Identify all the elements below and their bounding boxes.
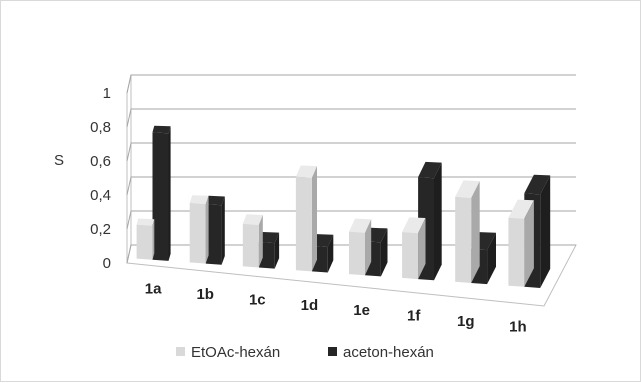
bar-aceton-side [221,196,225,265]
bar-aceton-top [311,234,334,247]
y-tick-label: 1 [103,85,111,102]
x-tick-labels: 1a 1b 1c 1d 1e 1f 1g 1h [145,281,527,336]
bars [136,125,551,288]
x-tick-label: 1b [196,286,214,303]
bar-etoac-top [508,199,534,219]
bar-etoac-front [136,224,153,260]
legend: EtOAc-hexán aceton-hexán [176,344,434,361]
x-tick-label: 1d [301,297,319,314]
bar-aceton-side [380,228,388,277]
bar-etoac-front [189,202,206,264]
legend-swatch-etoac [176,347,185,356]
x-tick-label: 1a [145,281,162,298]
bar-etoac-front [402,232,419,280]
bar-aceton-side [434,162,442,281]
bar-etoac-front [295,176,312,272]
bar-etoac-front [455,196,472,283]
gridline [126,108,576,128]
bar-aceton-side [327,234,334,273]
bar-etoac-front [349,231,365,276]
bar-etoac-top [455,180,480,198]
bar-etoac-top [349,218,372,233]
bar-etoac-1a [136,218,155,260]
y-tick-label: 0,2 [90,221,111,238]
bar-etoac-side [152,219,155,260]
bar-aceton-side [487,232,496,285]
bar-etoac-top [242,214,263,225]
gridline [126,142,576,162]
legend-label-aceton: aceton-hexán [343,344,434,361]
bar-aceton-top [418,161,442,179]
bar-etoac-side [205,195,209,264]
bar-etoac-side [471,181,480,283]
x-tick-label: 1c [249,291,266,308]
bar-etoac-side [524,200,534,287]
x-tick-label: 1g [457,313,475,330]
y-tick-labels: 0 0,2 0,4 0,6 0,8 1 [90,85,111,272]
bar-etoac-1f [402,217,426,280]
legend-swatch-aceton [328,347,337,356]
bar-etoac-front [508,217,525,287]
bar-aceton-top [524,174,551,195]
bar-etoac-1h [508,199,534,287]
y-tick-label: 0,4 [90,187,111,204]
bar-etoac-1g [455,180,480,283]
bar-aceton-front [205,204,222,265]
x-tick-label: 1h [509,318,527,335]
bar-aceton-top [258,232,280,244]
gridline [126,74,576,94]
bar-aceton-1b [205,195,225,265]
bar-aceton-front [152,132,169,261]
bar-etoac-front [242,223,259,268]
bar-aceton-1a [152,125,171,261]
x-tick-label: 1e [353,302,370,319]
bar-etoac-top [295,165,317,178]
bar-etoac-side [365,219,372,276]
bar-etoac-top [136,218,155,226]
bar-aceton-top [152,125,171,134]
bar-etoac-side [258,215,263,268]
bar-aceton-side [274,232,280,269]
y-tick-label: 0,8 [90,119,111,136]
bar-etoac-1b [189,195,209,264]
bar-aceton-top [205,195,225,206]
bar-etoac-side [418,218,426,280]
y-axis-label: S [54,152,64,169]
bar-etoac-1e [349,218,372,276]
side-wall [126,74,132,264]
bar-etoac-top [402,217,426,234]
x-tick-label: 1f [407,308,421,325]
bar-aceton-side [540,175,551,288]
gridline [126,176,576,196]
y-tick-label: 0,6 [90,153,111,170]
bar-aceton-side [168,126,171,261]
y-tick-label: 0 [103,255,111,272]
bar-etoac-side [311,166,317,272]
bar-etoac-1d [295,165,317,272]
bar-etoac-1c [242,214,263,268]
bar-etoac-top [189,195,209,205]
gridlines [126,74,576,264]
legend-label-etoac: EtOAc-hexán [191,344,280,361]
